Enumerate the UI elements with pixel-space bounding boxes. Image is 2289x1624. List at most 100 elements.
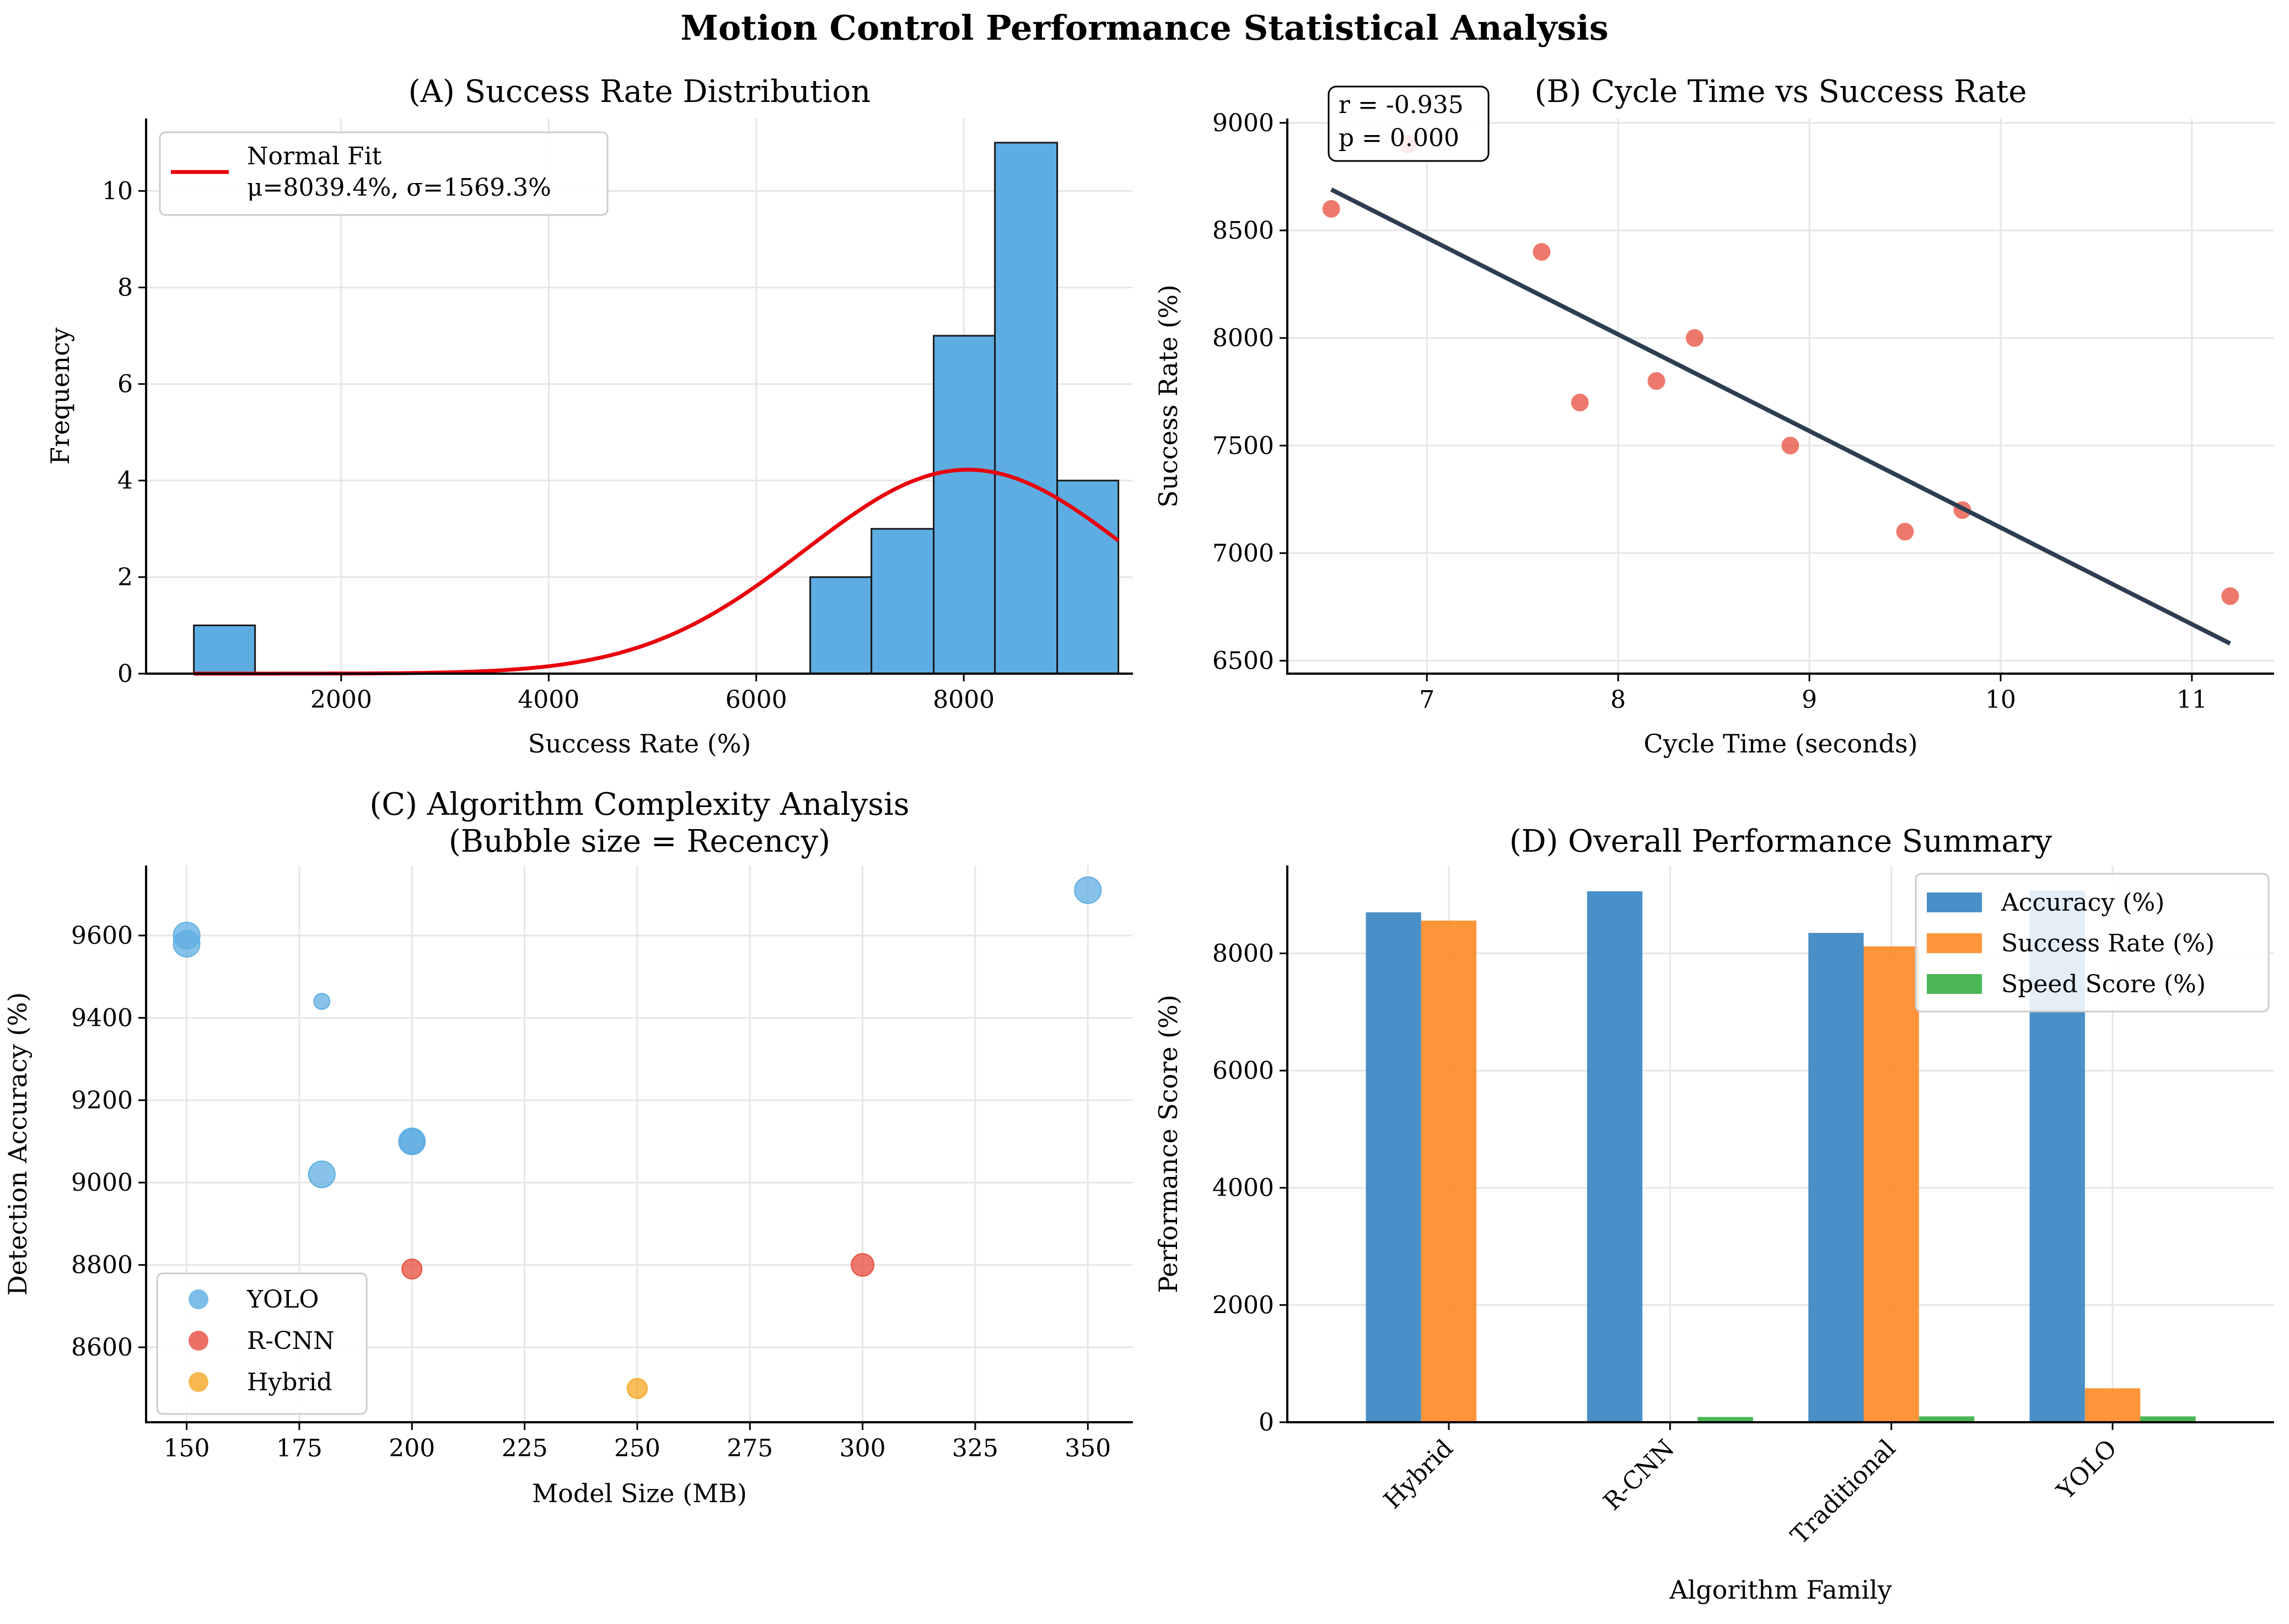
x-axis-label: Algorithm Family <box>1669 1575 1892 1605</box>
x-tick-label: 300 <box>840 1434 886 1462</box>
y-tick-label: 9600 <box>71 922 133 950</box>
y-tick-label: 10 <box>102 177 133 205</box>
y-tick-label: 2 <box>117 563 133 591</box>
x-tick-label: 150 <box>164 1434 210 1462</box>
y-tick-label: 0 <box>117 660 133 688</box>
legend-box <box>1915 873 2270 1013</box>
legend-label: Success Rate (%) <box>2001 929 2215 958</box>
y-tick-label: 8000 <box>1212 939 1274 967</box>
bar-speed <box>2140 1416 2196 1422</box>
scatter-point <box>2220 586 2240 606</box>
panel-c-bubble: (C) Algorithm Complexity Analysis(Bubble… <box>3 787 1133 1508</box>
y-tick-label: 6000 <box>1212 1057 1274 1085</box>
panel-a-histogram: (A) Success Rate Distribution 2000 4000 600… <box>45 74 1133 759</box>
x-tick-label: 225 <box>502 1434 548 1462</box>
scatter-point <box>1684 328 1705 348</box>
histogram-bar <box>193 624 256 675</box>
x-axis-label: Cycle Time (seconds) <box>1643 729 1917 759</box>
bubble-yolo <box>173 929 201 958</box>
bubble-yolo <box>313 993 331 1010</box>
x-tick-label: 350 <box>1065 1434 1111 1462</box>
legend-swatch <box>1927 933 1982 953</box>
x-tick-label: 250 <box>614 1434 660 1462</box>
legend-label: R-CNN <box>247 1327 335 1355</box>
x-tick-label: 175 <box>276 1434 323 1462</box>
y-tick-label: 6500 <box>1212 647 1274 675</box>
chart-title: (C) Algorithm Complexity Analysis <box>369 787 909 822</box>
x-tick-label: 200 <box>389 1434 435 1462</box>
scatter-point <box>1646 371 1667 391</box>
y-tick-label: 9000 <box>71 1169 133 1197</box>
x-axis-label: Model Size (MB) <box>532 1478 747 1508</box>
x-tick-label: 8000 <box>933 686 995 714</box>
legend-label: Accuracy (%) <box>2001 889 2164 917</box>
bar-success <box>1863 946 1919 1422</box>
chart-title: (A) Success Rate Distribution <box>409 74 871 110</box>
y-axis-label: Performance Score (%) <box>1153 994 1183 1293</box>
bubble-hybrid <box>626 1378 648 1399</box>
legend-box <box>159 131 609 216</box>
y-axis-label: Frequency <box>45 327 75 465</box>
legend-label: Hybrid <box>247 1368 332 1396</box>
legend-marker <box>189 1289 208 1309</box>
bar-accuracy <box>1366 912 1421 1422</box>
chart-title: (B) Cycle Time vs Success Rate <box>1535 74 2027 110</box>
scatter-point <box>1895 521 1915 542</box>
bar-accuracy <box>1587 891 1643 1422</box>
x-tick-label: 6000 <box>726 686 787 714</box>
x-tick-label: 325 <box>952 1434 998 1462</box>
figure-title: Motion Control Performance Statistical A… <box>680 8 1608 48</box>
scatter-point <box>1780 435 1801 456</box>
y-tick-label: 8 <box>117 273 133 302</box>
histogram-bar <box>871 528 935 675</box>
bar-success <box>1421 920 1477 1422</box>
histogram-bar <box>994 142 1058 675</box>
histogram-bar <box>933 335 996 675</box>
legend-swatch <box>1927 974 1982 994</box>
scatter-point <box>1570 392 1590 413</box>
x-tick-label: 4000 <box>518 686 579 714</box>
scatter-point <box>1532 241 1552 262</box>
y-tick-label: 8000 <box>1212 324 1274 352</box>
y-tick-label: 9000 <box>1212 109 1274 137</box>
annotation-r: r = -0.935 <box>1339 91 1464 119</box>
y-tick-label: 8500 <box>1212 217 1274 245</box>
x-tick-label: 2000 <box>310 686 372 714</box>
y-tick-label: 7500 <box>1212 432 1274 460</box>
trend-line <box>1330 187 2232 646</box>
x-axis-label: Success Rate (%) <box>528 729 751 759</box>
legend-swatch <box>1927 892 1982 912</box>
y-tick-label: 4000 <box>1212 1174 1274 1202</box>
bubble-yolo <box>308 1160 336 1189</box>
y-tick-label: 8800 <box>71 1251 133 1279</box>
y-tick-label: 2000 <box>1212 1291 1274 1319</box>
x-tick-label: 9 <box>1802 686 1817 714</box>
y-tick-label: 7000 <box>1212 539 1274 567</box>
bubble-yolo <box>1074 876 1102 904</box>
scatter-point <box>1321 198 1341 219</box>
legend-marker <box>189 1331 208 1351</box>
y-axis-label: Detection Accuracy (%) <box>3 992 33 1295</box>
y-tick-label: 9200 <box>71 1087 133 1115</box>
y-tick-label: 6 <box>117 370 133 399</box>
histogram-bar <box>809 576 873 675</box>
x-tick-label: 8 <box>1610 686 1626 714</box>
bar-speed <box>1919 1416 1975 1422</box>
legend-label: Speed Score (%) <box>2001 970 2206 998</box>
histogram-bar <box>1056 480 1120 675</box>
x-tick-label: 10 <box>1985 686 2016 714</box>
bubble-yolo <box>399 1128 425 1154</box>
stats-annotation-box <box>1328 85 1490 162</box>
bar-speed <box>1697 1417 1753 1422</box>
x-tick-label: 11 <box>2177 686 2207 714</box>
y-tick-label: 4 <box>117 467 133 495</box>
bubble-rcnn <box>401 1259 423 1280</box>
y-tick-label: 8600 <box>71 1333 133 1362</box>
bubble-rcnn <box>851 1253 874 1277</box>
chart-title: (D) Overall Performance Summary <box>1509 824 2052 859</box>
annotation-p: p = 0.000 <box>1339 124 1459 152</box>
chart-subtitle: (Bubble size = Recency) <box>449 824 830 859</box>
legend-marker <box>189 1372 208 1392</box>
y-tick-label: 0 <box>1259 1408 1274 1437</box>
